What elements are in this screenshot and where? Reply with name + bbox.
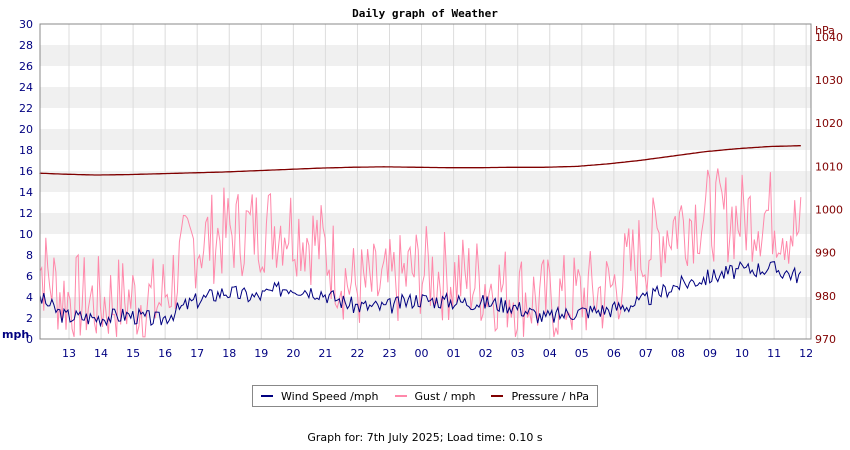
left-tick-label: 4 bbox=[26, 291, 33, 304]
x-tick-label: 21 bbox=[318, 347, 332, 360]
x-tick-label: 02 bbox=[479, 347, 493, 360]
x-tick-label: 22 bbox=[350, 347, 364, 360]
gust-line bbox=[39, 168, 802, 338]
legend-item-wind: Wind Speed /mph bbox=[261, 390, 379, 403]
grid-band bbox=[40, 318, 811, 339]
grid-band bbox=[40, 276, 811, 297]
left-tick-label: 24 bbox=[19, 81, 33, 94]
left-tick-label: 0 bbox=[26, 333, 33, 346]
grid-band bbox=[40, 171, 811, 192]
footer-text: Graph for: 7th July 2025; Load time: 0.1… bbox=[307, 431, 543, 444]
legend-gust-label: Gust / mph bbox=[414, 389, 476, 403]
x-tick-label: 07 bbox=[639, 347, 653, 360]
legend-wind-label: Wind Speed /mph bbox=[281, 389, 379, 403]
left-axis-unit: mph bbox=[2, 328, 29, 341]
left-tick-label: 14 bbox=[19, 186, 33, 199]
wind-speed-line bbox=[39, 260, 802, 328]
x-tick-label: 11 bbox=[767, 347, 781, 360]
left-tick-label: 16 bbox=[19, 165, 33, 178]
x-tick-label: 17 bbox=[190, 347, 204, 360]
pressure-swatch bbox=[491, 395, 504, 397]
x-tick-label: 12 bbox=[799, 347, 813, 360]
pressure-series bbox=[39, 145, 801, 176]
x-tick-label: 19 bbox=[254, 347, 268, 360]
left-tick-label: 28 bbox=[19, 39, 33, 52]
grid-band bbox=[40, 66, 811, 87]
x-tick-label: 13 bbox=[62, 347, 76, 360]
grid-band bbox=[40, 87, 811, 108]
x-tick-label: 16 bbox=[158, 347, 172, 360]
x-tick-label: 04 bbox=[543, 347, 557, 360]
grid-band bbox=[40, 129, 811, 150]
right-tick-label: 1010 bbox=[815, 160, 843, 173]
legend-pressure-label: Pressure / hPa bbox=[511, 389, 589, 403]
legend-item-gust: Gust / mph bbox=[394, 389, 476, 403]
right-tick-label: 980 bbox=[815, 290, 836, 303]
x-tick-label: 08 bbox=[671, 347, 685, 360]
right-axis-unit: hPa bbox=[815, 24, 835, 37]
right-tick-label: 1040 bbox=[815, 31, 843, 44]
grid-band bbox=[40, 150, 811, 171]
left-tick-label: 18 bbox=[19, 144, 33, 157]
x-tick-label: 09 bbox=[703, 347, 717, 360]
left-tick-label: 30 bbox=[19, 18, 33, 31]
x-tick-label: 00 bbox=[415, 347, 429, 360]
right-tick-label: 970 bbox=[815, 333, 836, 346]
grid-band bbox=[40, 108, 811, 129]
grid-band bbox=[40, 192, 811, 213]
legend: Wind Speed /mph Gust / mph Pressure / hP… bbox=[252, 385, 598, 407]
x-tick-label: 23 bbox=[383, 347, 397, 360]
x-tick-label: 01 bbox=[447, 347, 461, 360]
x-axis-ticks: 13 14 15 16 17 18 19 20 21 22 23 00 01 02 03 04 05 06 07 08… bbox=[62, 347, 813, 360]
legend-item-pressure: Pressure / hPa bbox=[491, 390, 589, 403]
weather-graph: Daily graph of Weather 02468101214161820… bbox=[2, 7, 843, 360]
x-tick-label: 20 bbox=[286, 347, 300, 360]
grid-band bbox=[40, 255, 811, 276]
grid-band bbox=[40, 213, 811, 234]
right-tick-label: 1030 bbox=[815, 74, 843, 87]
right-tick-label: 1000 bbox=[815, 204, 843, 217]
gust-series bbox=[39, 168, 802, 338]
plot-frame bbox=[39, 23, 812, 340]
grid-band bbox=[40, 45, 811, 66]
x-tick-label: 14 bbox=[94, 347, 108, 360]
wind-speed-series bbox=[39, 260, 802, 328]
x-tick-label: 03 bbox=[511, 347, 525, 360]
left-tick-label: 12 bbox=[19, 207, 33, 220]
left-tick-label: 10 bbox=[19, 228, 33, 241]
chart-title: Daily graph of Weather bbox=[352, 7, 498, 20]
x-tick-label: 10 bbox=[735, 347, 749, 360]
wind-swatch bbox=[261, 395, 273, 397]
left-tick-label: 26 bbox=[19, 60, 33, 73]
right-tick-label: 1020 bbox=[815, 117, 843, 130]
x-tick-label: 18 bbox=[222, 347, 236, 360]
pressure-line bbox=[39, 145, 801, 176]
left-tick-label: 22 bbox=[19, 102, 33, 115]
x-tick-label: 06 bbox=[607, 347, 621, 360]
left-tick-label: 20 bbox=[19, 123, 33, 136]
right-axis-ticks: 970 980 990 1000 1010 1020 1030 1040 bbox=[815, 31, 843, 346]
left-tick-label: 8 bbox=[26, 249, 33, 262]
grid-band bbox=[40, 24, 811, 45]
x-tick-label: 15 bbox=[126, 347, 140, 360]
grid-bands bbox=[40, 24, 811, 339]
left-tick-label: 2 bbox=[26, 312, 33, 325]
gust-swatch bbox=[394, 395, 407, 397]
x-tick-label: 05 bbox=[575, 347, 589, 360]
right-tick-label: 990 bbox=[815, 247, 836, 260]
left-tick-label: 6 bbox=[26, 270, 33, 283]
